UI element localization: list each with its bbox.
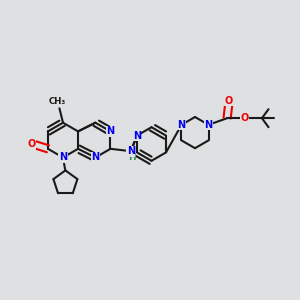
Text: N: N xyxy=(133,130,141,141)
Text: N: N xyxy=(127,146,135,156)
Text: N: N xyxy=(91,152,100,163)
Text: N: N xyxy=(204,120,213,130)
Text: N: N xyxy=(59,152,67,163)
Text: O: O xyxy=(240,113,248,123)
Text: O: O xyxy=(27,139,35,149)
Text: N: N xyxy=(177,120,186,130)
Text: N: N xyxy=(106,126,115,136)
Text: H: H xyxy=(128,153,135,162)
Text: CH₃: CH₃ xyxy=(48,97,66,106)
Text: O: O xyxy=(225,96,233,106)
